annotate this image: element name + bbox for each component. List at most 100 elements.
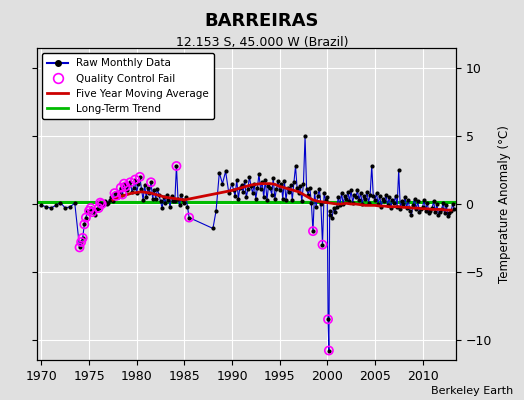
Point (86, 205, 95, 211)
Point (42, 204, 50, 210)
Point (137, 186, 146, 192)
Point (230, 187, 238, 194)
Point (441, 210, 449, 217)
Point (120, 180, 128, 187)
Point (395, 167, 403, 173)
Point (339, 201, 347, 207)
Point (159, 194, 168, 200)
Point (417, 206, 425, 213)
Point (326, 212, 335, 218)
Point (231, 193, 239, 199)
Point (309, 228, 317, 234)
Point (133, 190, 141, 196)
Point (345, 198, 354, 204)
Point (75, 244, 84, 251)
Point (147, 179, 155, 186)
Point (150, 187, 158, 194)
Point (114, 194, 122, 200)
Point (66, 204, 74, 210)
Point (421, 208, 430, 214)
Point (180, 200, 189, 206)
Point (183, 204, 192, 210)
Point (258, 179, 266, 186)
Point (352, 194, 360, 200)
Point (136, 174, 144, 180)
Point (245, 174, 254, 180)
Point (450, 206, 458, 213)
Point (398, 198, 406, 204)
Point (285, 188, 293, 195)
Point (413, 198, 422, 204)
Point (272, 186, 281, 192)
Point (348, 200, 357, 206)
Point (318, 242, 326, 248)
Point (337, 190, 346, 196)
Point (176, 202, 184, 208)
Point (266, 184, 274, 191)
Point (144, 184, 152, 191)
Point (380, 198, 389, 204)
Point (151, 195, 160, 202)
Point (324, 316, 332, 322)
Point (172, 163, 181, 169)
Point (129, 184, 138, 191)
Point (77, 239, 85, 245)
Point (331, 209, 340, 215)
Point (104, 200, 112, 206)
Point (222, 168, 230, 175)
Point (117, 184, 125, 191)
Point (361, 195, 369, 202)
Point (336, 202, 344, 208)
Point (90, 208, 98, 214)
Point (401, 194, 409, 200)
Point (252, 195, 260, 202)
Point (37, 202, 46, 208)
Point (91, 212, 100, 218)
Point (367, 163, 376, 169)
Point (86, 205, 95, 211)
Point (304, 191, 312, 198)
Point (439, 200, 447, 206)
Point (444, 213, 452, 220)
Point (355, 197, 363, 203)
Point (82, 214, 90, 221)
Point (449, 201, 457, 207)
Point (136, 174, 144, 180)
Point (233, 176, 241, 183)
Point (172, 163, 181, 169)
Point (280, 178, 289, 184)
Point (174, 195, 182, 202)
Point (118, 191, 127, 198)
Point (283, 184, 292, 191)
Point (108, 198, 117, 204)
Point (359, 193, 368, 199)
Point (96, 200, 104, 206)
Point (404, 197, 412, 203)
Point (179, 197, 187, 203)
Point (423, 200, 431, 206)
Point (299, 180, 308, 187)
Point (225, 190, 233, 196)
Point (166, 204, 174, 210)
Point (402, 205, 411, 211)
Point (156, 198, 165, 204)
Point (85, 208, 93, 214)
Point (433, 201, 441, 207)
Point (212, 208, 220, 214)
Point (288, 197, 297, 203)
Point (316, 201, 325, 207)
Point (250, 180, 258, 187)
Point (97, 201, 106, 207)
Point (347, 187, 355, 194)
Point (321, 197, 330, 203)
Point (364, 200, 373, 206)
Point (312, 204, 320, 210)
Point (420, 197, 428, 203)
Point (409, 202, 417, 208)
Point (158, 205, 166, 211)
Point (396, 206, 405, 213)
Point (310, 188, 319, 195)
Point (185, 214, 193, 221)
Point (393, 204, 401, 210)
Point (117, 184, 125, 191)
